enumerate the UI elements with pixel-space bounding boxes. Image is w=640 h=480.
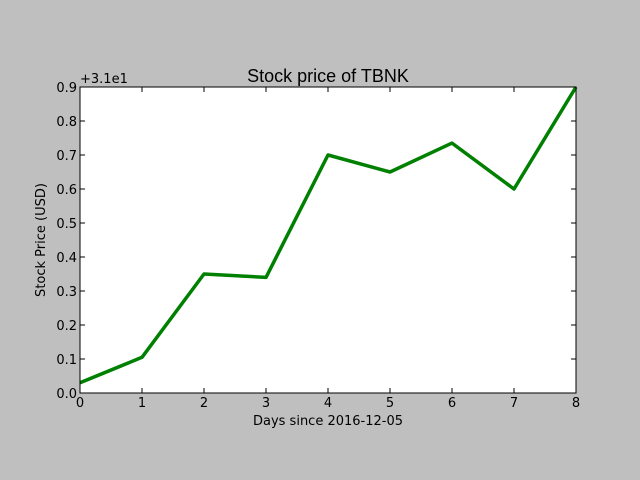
- x-tick-label: 8: [572, 396, 580, 411]
- data-point: [265, 276, 268, 279]
- x-tick-label: 3: [262, 396, 270, 411]
- data-point: [513, 188, 516, 191]
- data-point: [203, 273, 206, 276]
- series-line-tbnk: [79, 86, 578, 385]
- x-axis-ticks: 0 1 2 3 4 5 6 7 8: [76, 87, 580, 411]
- plot-area: [80, 87, 576, 393]
- x-axis-label: Days since 2016-12-05: [253, 414, 403, 429]
- data-point: [451, 142, 454, 145]
- data-point: [141, 356, 144, 359]
- x-tick-label: 7: [510, 396, 518, 411]
- x-tick-label: 1: [138, 396, 146, 411]
- y-tick-label: 0.2: [56, 319, 77, 334]
- x-tick-label: 6: [448, 396, 456, 411]
- y-axis-label: Stock Price (USD): [34, 183, 49, 297]
- y-tick-label: 0.4: [56, 251, 77, 266]
- y-tick-label: 0.7: [56, 149, 77, 164]
- x-tick-label: 2: [200, 396, 208, 411]
- data-point: [327, 154, 330, 157]
- y-tick-label: 0.3: [56, 285, 77, 300]
- y-tick-label: 0.9: [56, 81, 77, 96]
- y-tick-label: 0.1: [56, 353, 77, 368]
- x-tick-label: 5: [386, 396, 394, 411]
- y-tick-label: 0.0: [56, 387, 77, 402]
- y-offset-label: +3.1e1: [80, 72, 128, 87]
- y-tick-label: 0.5: [56, 217, 77, 232]
- y-tick-label: 0.8: [56, 115, 77, 130]
- y-tick-label: 0.6: [56, 183, 77, 198]
- chart-title: Stock price of TBNK: [247, 66, 409, 86]
- data-point: [389, 171, 392, 174]
- plot-frame: [79, 86, 577, 394]
- x-tick-label: 0: [76, 396, 84, 411]
- x-tick-label: 4: [324, 396, 332, 411]
